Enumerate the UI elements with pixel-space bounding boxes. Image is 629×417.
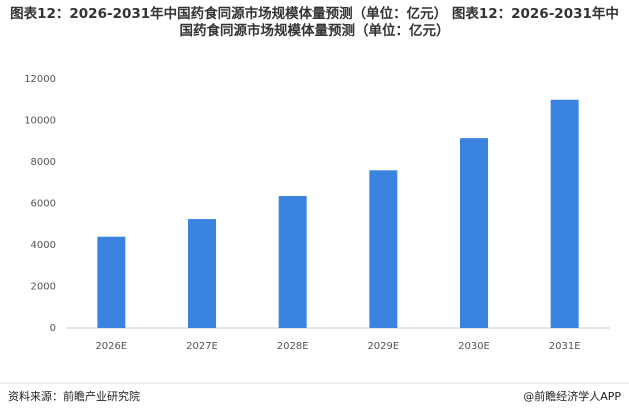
y-tick-label: 10000 xyxy=(24,116,56,127)
x-tick-label: 2030E xyxy=(458,341,490,352)
y-tick-label: 8000 xyxy=(31,157,56,168)
x-tick-label: 2027E xyxy=(186,341,218,352)
chart-title: 图表12：2026-2031年中国药食同源市场规模体量预测（单位：亿元） 图表1… xyxy=(10,6,619,39)
source: 资料来源：前瞻产业研究院 xyxy=(8,389,140,403)
y-tick-label: 12000 xyxy=(24,74,56,85)
bar xyxy=(188,219,216,328)
x-tick-label: 2028E xyxy=(277,341,309,352)
brand: @前瞻经济学人APP xyxy=(523,389,621,403)
bar xyxy=(278,196,307,328)
x-tick-label: 2026E xyxy=(95,341,127,352)
x-tick-label: 2029E xyxy=(367,341,399,352)
bar xyxy=(369,170,398,328)
bar xyxy=(550,99,579,328)
y-tick-label: 0 xyxy=(50,323,56,334)
bar xyxy=(460,138,488,328)
y-tick-label: 4000 xyxy=(31,240,56,251)
y-tick-label: 6000 xyxy=(31,199,56,210)
y-tick-label: 2000 xyxy=(31,282,56,293)
x-tick-label: 2031E xyxy=(549,341,581,352)
bar xyxy=(97,236,126,328)
